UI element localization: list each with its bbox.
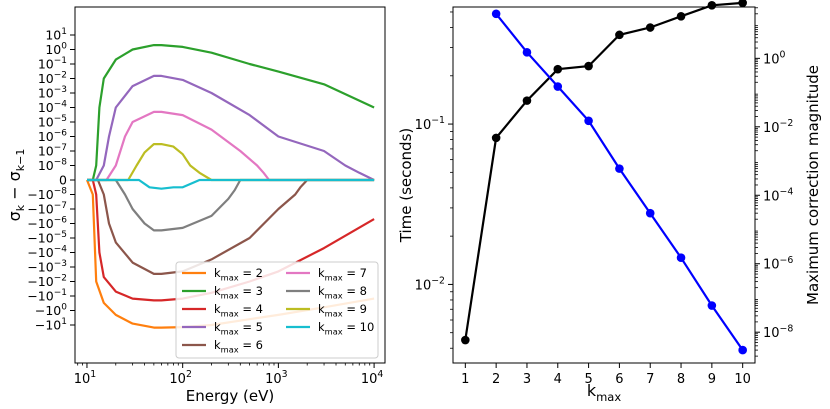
- x-tick-label: 4: [554, 372, 562, 387]
- left-y-axis: 10110010−110−210−310−410−510−610−710−80−…: [5, 27, 75, 333]
- series-line-kmax-7: [87, 110, 375, 182]
- y-tick-label: −10−4: [27, 244, 67, 260]
- y-tick-label: 10−2: [38, 70, 67, 86]
- data-point: [738, 345, 747, 355]
- time-series: [461, 0, 747, 345]
- series-line-kmax-8: [87, 178, 375, 232]
- legend-label: kmax = 9: [318, 302, 367, 318]
- data-point: [676, 253, 686, 263]
- y-tick-label: −10−6: [27, 215, 67, 231]
- legend-label: kmax = 7: [318, 266, 367, 282]
- left-plot-frame: [74, 6, 386, 364]
- right-y-right-axis: 100 10−2 10−4 10−6 10−8 Maximum correction ma…: [755, 7, 822, 357]
- y-axis-label: σk − σk−1: [5, 149, 27, 222]
- x-tick-label: 103: [265, 369, 288, 387]
- data-point: [584, 116, 593, 126]
- x-tick-label: 6: [615, 372, 623, 387]
- x-tick-label: 1: [461, 372, 469, 387]
- x-tick-label: 102: [169, 369, 192, 387]
- x-tick-label: 104: [361, 369, 384, 387]
- data-point: [645, 208, 655, 218]
- x-tick-label: 2: [492, 372, 500, 387]
- legend-label: kmax = 10: [318, 320, 374, 336]
- data-point: [584, 61, 593, 71]
- data-point: [553, 64, 563, 74]
- data-point: [707, 301, 717, 310]
- right-x-axis: 1 2 3 4 5 6 7 8 9 10 kmax: [461, 363, 751, 404]
- data-point: [491, 9, 501, 19]
- series-line-kmax-3: [87, 43, 375, 182]
- series-line-kmax-5: [87, 74, 375, 182]
- y-tick-label: 10−3: [38, 85, 67, 101]
- y-tick-label: 10−5: [38, 114, 67, 130]
- x-axis-label: Energy (eV): [186, 387, 274, 405]
- y-tick-label: 10−8: [763, 323, 793, 341]
- x-tick-label: 10: [734, 372, 751, 387]
- data-point: [615, 30, 624, 40]
- legend-label: kmax = 3: [214, 284, 263, 300]
- y-tick-label: −10−2: [27, 273, 67, 289]
- x-tick-label: 101: [74, 369, 97, 387]
- data-point: [491, 133, 501, 143]
- y-tick-label: 10−7: [38, 143, 67, 159]
- y-tick-label: 10−8: [38, 157, 67, 173]
- x-tick-label: 7: [646, 372, 654, 387]
- series-line-kmax-9: [87, 143, 375, 182]
- right-plot-frame: [452, 6, 756, 364]
- data-point: [553, 82, 563, 91]
- y-tick-label: −100: [35, 302, 67, 318]
- x-axis-label: kmax: [587, 381, 622, 404]
- y-tick-label: 0: [59, 173, 67, 188]
- x-tick-label: 3: [523, 372, 531, 387]
- y-tick-label: −101: [35, 317, 67, 333]
- data-point: [461, 335, 470, 345]
- x-tick-label: 8: [677, 372, 685, 387]
- x-tick-label: 9: [708, 372, 716, 387]
- legend-label: kmax = 5: [214, 320, 263, 336]
- y-left-axis-label: Time (seconds): [397, 128, 415, 244]
- series-line: [464, 1, 743, 341]
- data-point: [645, 23, 655, 32]
- legend-label: kmax = 6: [214, 338, 263, 354]
- x-tick-label: 5: [584, 372, 592, 387]
- y-tick-label: 10−4: [38, 99, 67, 115]
- right-y-left-axis: 10−1 10−2 Time (seconds): [397, 11, 453, 349]
- y-right-axis-label: Maximum correction magnitude: [804, 65, 822, 305]
- y-tick-label: 101: [45, 27, 67, 43]
- series-line-kmax-10: [87, 178, 375, 190]
- legend: kmax = 2 kmax = 3 kmax = 4 kmax = 5 kmax = 6…: [175, 261, 379, 359]
- y-tick-label: 10−2: [763, 118, 793, 136]
- legend-box: [175, 261, 379, 359]
- y-tick-label: 100: [763, 49, 786, 67]
- legend-label: kmax = 4: [214, 302, 263, 318]
- y-tick-label: −10−8: [27, 186, 67, 202]
- y-tick-label: 10−6: [763, 255, 793, 273]
- correction-series: [491, 9, 747, 355]
- data-point: [522, 48, 532, 57]
- data-point: [522, 96, 532, 105]
- y-tick-label: 10−1: [38, 56, 67, 72]
- left-series-group: [85, 43, 375, 329]
- legend-label: kmax = 8: [318, 284, 367, 300]
- left-x-axis: 101 102 103 104 Energy (eV): [74, 363, 384, 405]
- y-tick-label: −10−1: [27, 288, 67, 304]
- y-tick-label: 10−2: [415, 276, 445, 294]
- y-tick-label: 100: [45, 41, 67, 57]
- legend-label: kmax = 2: [214, 266, 263, 282]
- data-point: [676, 11, 686, 21]
- right-chart-time-plot: 1 2 3 4 5 6 7 8 9 10 kmax 10−1 10−2 Time (seconds) 100…: [397, 0, 822, 404]
- y-tick-label: −10−3: [27, 259, 67, 275]
- data-point: [615, 164, 624, 173]
- y-tick-label: −10−5: [27, 230, 67, 246]
- data-point: [707, 1, 717, 10]
- y-tick-label: −10−7: [27, 201, 67, 217]
- y-tick-label: 10−4: [763, 186, 793, 204]
- y-tick-label: 10−1: [415, 115, 445, 133]
- y-tick-label: 10−6: [38, 128, 67, 144]
- series-line: [495, 13, 744, 351]
- series-line-kmax-6: [87, 178, 375, 275]
- data-point: [738, 0, 747, 8]
